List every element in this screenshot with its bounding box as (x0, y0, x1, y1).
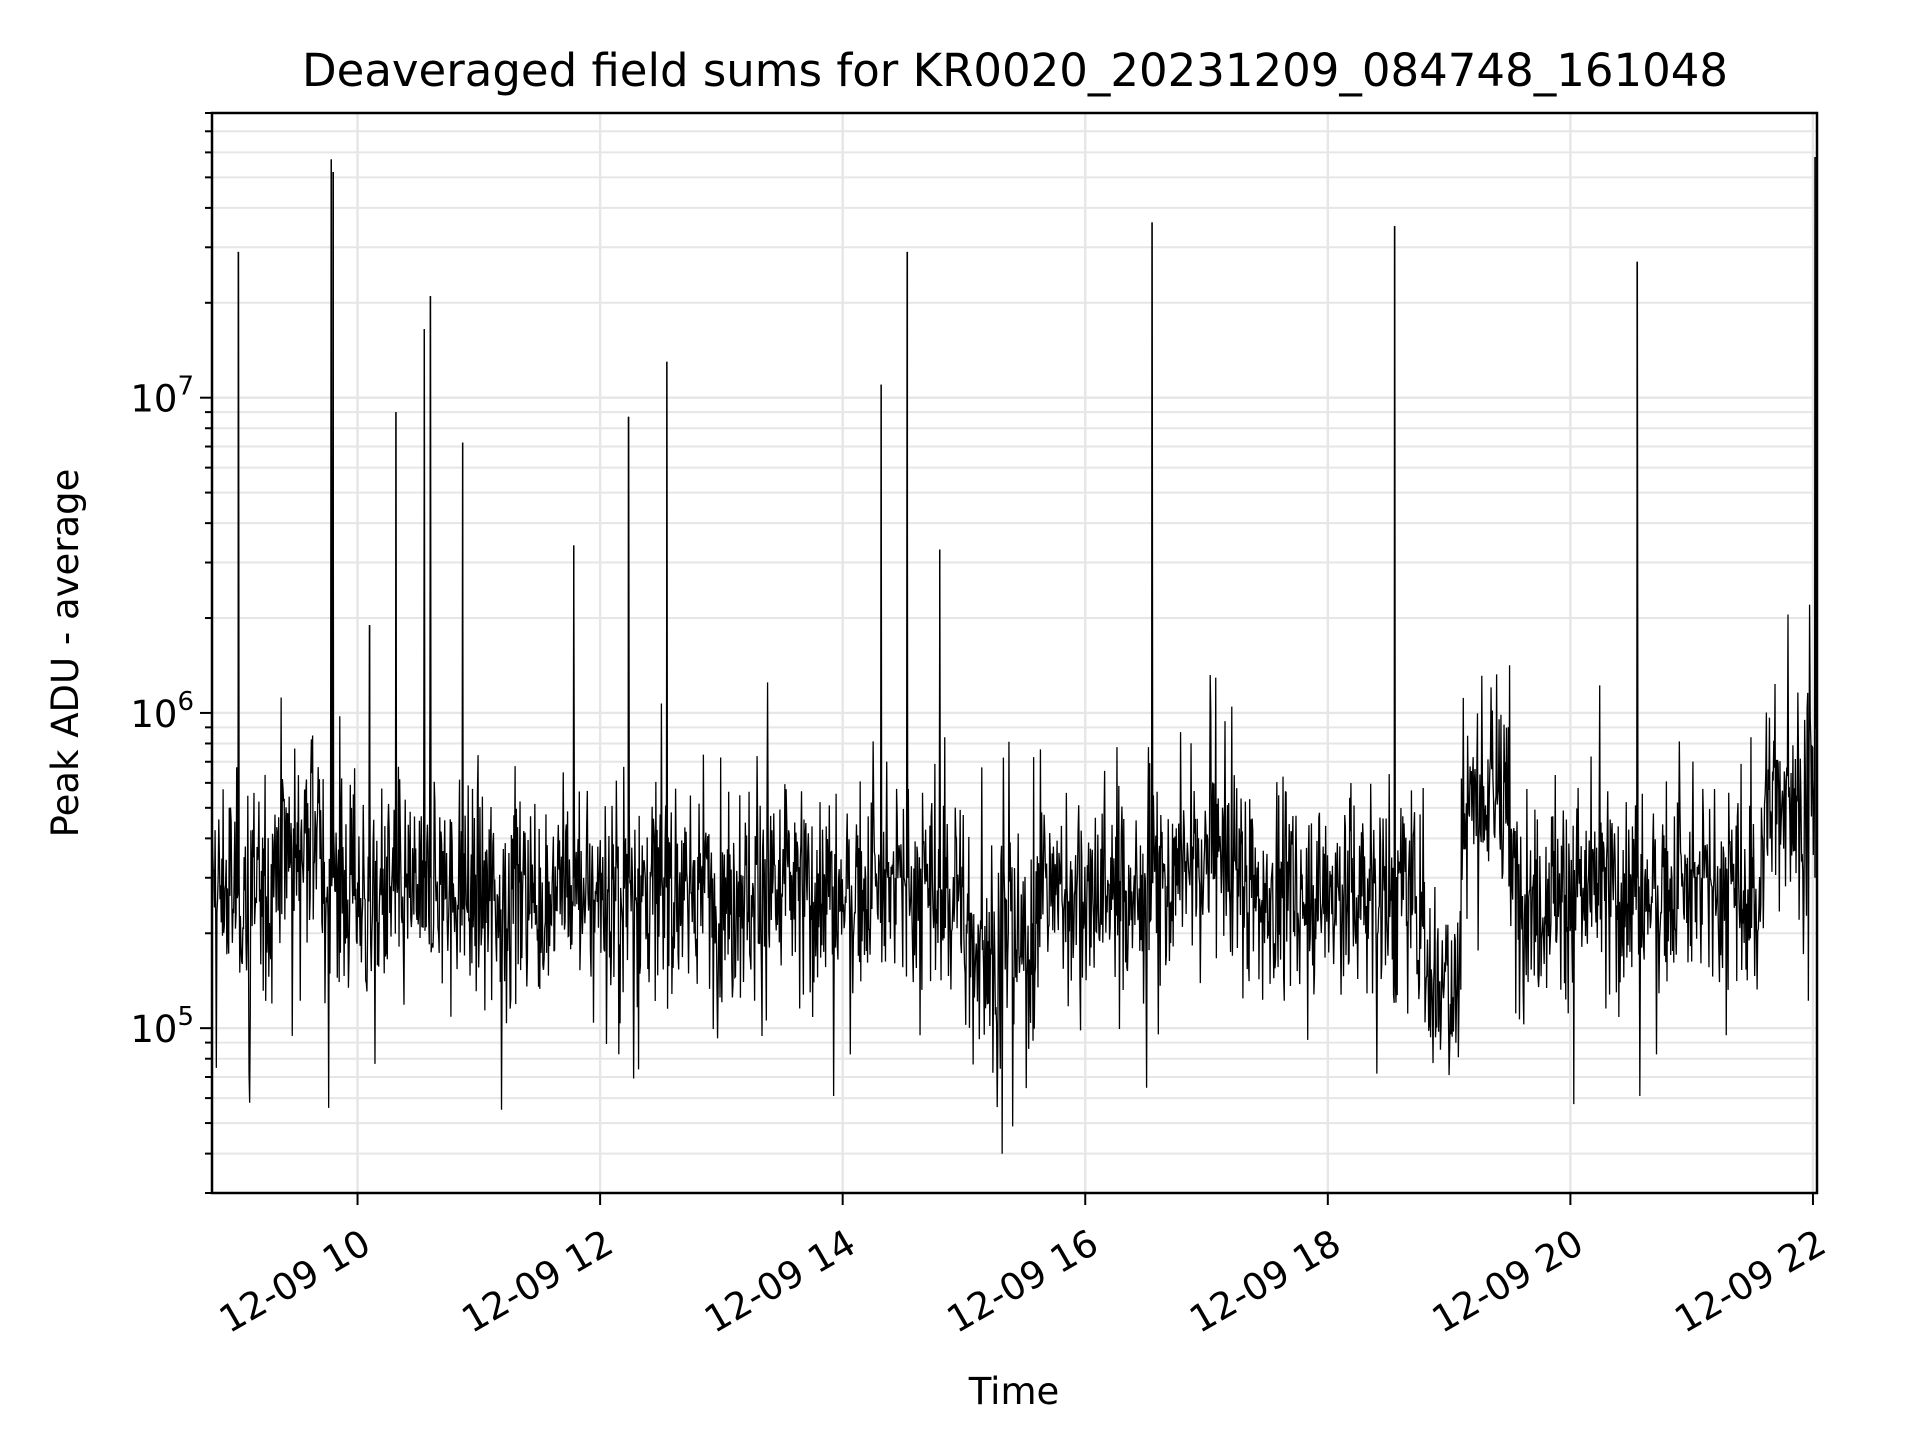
plot-frame (210, 111, 1819, 1195)
series-line (211, 157, 1818, 1154)
y-axis-label: Peak ADU - average (44, 469, 87, 838)
y-axis: 105 106 107 (130, 112, 212, 1194)
series (211, 157, 1818, 1154)
x-axis-label: Time (968, 1370, 1060, 1413)
chart-title: Deaveraged field sums for KR0020_2023120… (302, 44, 1728, 97)
y-tick-label: 106 (130, 687, 194, 736)
y-tick-label: 107 (130, 372, 194, 421)
y-tick-label: 105 (130, 1002, 194, 1051)
